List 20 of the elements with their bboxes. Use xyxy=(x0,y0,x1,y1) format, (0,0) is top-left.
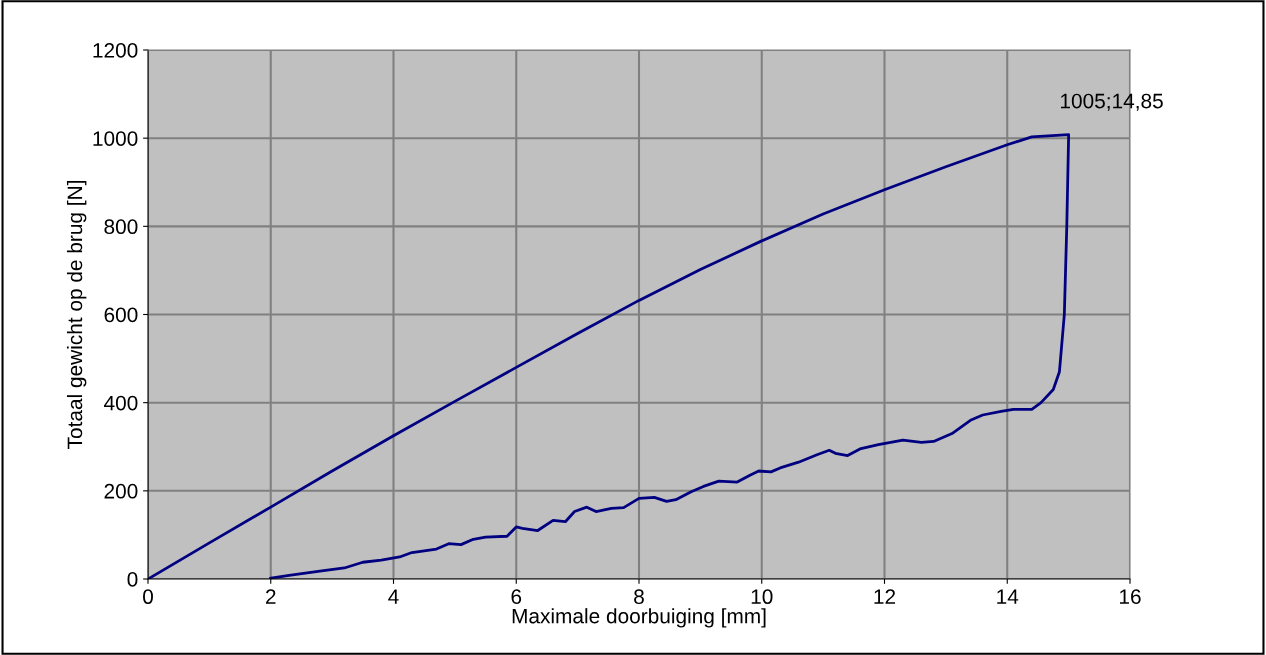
y-axis-title: Totaal gewicht op de brug [N] xyxy=(66,181,87,449)
y-tick-label: 200 xyxy=(104,483,138,499)
annotation: 1005;14,85 xyxy=(1061,93,1163,111)
x-tick-label: 4 xyxy=(388,589,399,604)
x-tick-label: 8 xyxy=(634,589,644,605)
x-tick-label: 10 xyxy=(751,589,773,605)
x-tick-label: 2 xyxy=(266,589,276,604)
x-tick-label: 0 xyxy=(143,589,153,605)
y-tick-label: 1000 xyxy=(93,131,138,146)
y-tick-label: 0 xyxy=(127,572,138,587)
y-tick-label: 600 xyxy=(104,307,138,323)
x-tick-label: 6 xyxy=(511,589,522,605)
y-tick-label: 400 xyxy=(104,395,138,411)
x-tick-label: 12 xyxy=(874,589,896,604)
x-tick-label: 16 xyxy=(1120,589,1141,605)
x-axis-title: Maximale doorbuiging [mm] xyxy=(512,608,766,628)
y-tick-label: 800 xyxy=(104,219,138,235)
line-series xyxy=(148,133,1071,579)
y-tick-label: 1200 xyxy=(93,43,138,58)
x-tick-label: 14 xyxy=(997,589,1019,604)
